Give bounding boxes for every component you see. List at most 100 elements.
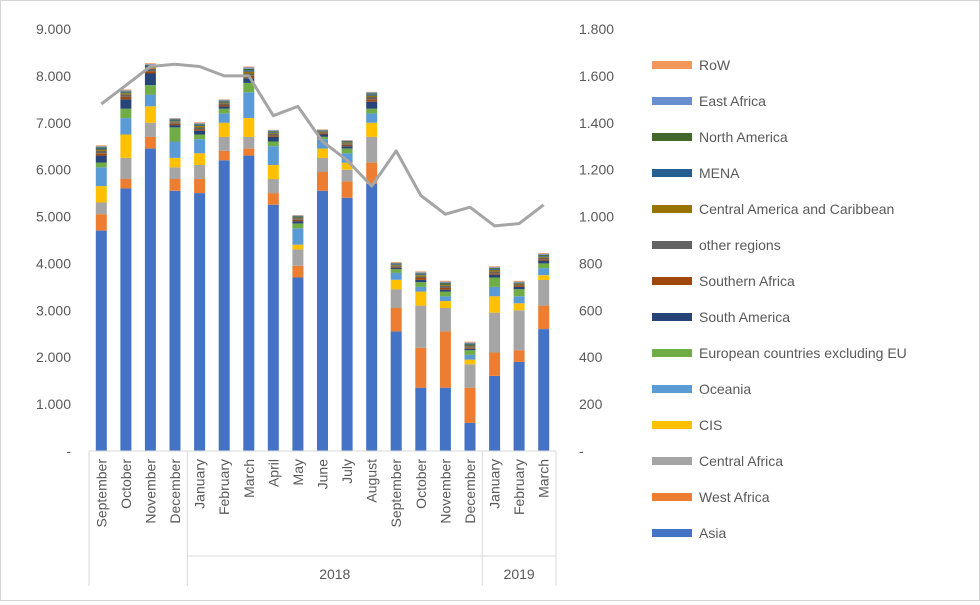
legend-swatch	[652, 277, 692, 285]
bar-segment-central-america-and-caribbean	[169, 121, 181, 123]
x-tick-label: July	[339, 459, 355, 484]
bar-segment-southern-africa	[464, 347, 476, 349]
bar-segment-east-africa	[120, 90, 132, 92]
y-right-tick-label: 1.000	[579, 209, 614, 225]
bar-segment-east-africa	[144, 64, 156, 66]
total-line	[100, 62, 545, 228]
bar-segment-north-america	[415, 273, 427, 275]
bar-segment-row	[538, 253, 550, 254]
bar-segment-oceania	[415, 286, 427, 292]
legend-label: North America	[699, 129, 788, 145]
bar-segment-central-america-and-caribbean	[415, 275, 427, 277]
bar-segment-oceania	[317, 139, 328, 149]
bar-segment-row	[415, 271, 427, 273]
bar-segment-central-america-and-caribbean	[513, 283, 525, 285]
bar-segment-south-america	[169, 125, 181, 128]
bar-segment-north-america	[513, 282, 525, 284]
bar-segment-west-africa	[513, 350, 525, 362]
bar-segment-north-america	[120, 91, 132, 93]
bar-segment-east-africa	[95, 146, 107, 148]
bar-segment-oceania	[120, 118, 132, 135]
bar-segment-cis	[390, 279, 402, 290]
y-left-tick-label: 6.000	[36, 162, 71, 178]
bar-segment-cis	[194, 153, 206, 165]
bar-segment-other-regions	[218, 103, 230, 105]
bar-segment-asia	[120, 188, 132, 451]
bar-segment-east-africa	[341, 140, 353, 142]
bar-segment-european-countries-excluding-eu	[120, 108, 132, 119]
bar-segment-cis	[95, 186, 107, 203]
bar-segment-european-countries-excluding-eu	[366, 108, 378, 114]
bar-segment-south-america	[144, 73, 156, 86]
legend-swatch	[652, 97, 692, 105]
x-tick-label: February	[511, 459, 527, 515]
bar-segment-european-countries-excluding-eu	[489, 277, 501, 287]
bar-segment-row	[513, 280, 525, 282]
bar-segment-asia	[366, 183, 378, 451]
bar-segment-mena	[218, 101, 230, 103]
bar-segment-oceania	[489, 286, 501, 297]
bar-segment-central-america-and-caribbean	[439, 284, 451, 286]
x-tick-label: November	[437, 459, 453, 524]
bar-segment-east-africa	[538, 254, 550, 255]
bar-segment-southern-africa	[169, 123, 181, 126]
x-tick-label: January	[192, 459, 208, 509]
bar-segment-row	[390, 262, 402, 263]
bar-segment-mena	[415, 274, 427, 276]
bar-segment-north-america	[489, 268, 501, 269]
bar-segment-asia	[464, 422, 476, 451]
bar-segment-south-america	[390, 267, 402, 270]
bar-segment-oceania	[194, 139, 206, 154]
legend-label: Central America and Caribbean	[699, 201, 894, 217]
bar-segment-north-america	[317, 130, 328, 131]
bar-segment-east-africa	[169, 118, 181, 120]
bar-segment-asia	[439, 387, 451, 451]
bar-segment-southern-africa	[390, 266, 402, 268]
x-tick-label: October	[413, 459, 429, 509]
bar-segment-row	[169, 118, 181, 119]
bar-segment-south-america	[243, 78, 255, 83]
legend-label: other regions	[699, 237, 781, 253]
bar-segment-asia	[218, 160, 230, 452]
bar-segment-european-countries-excluding-eu	[538, 263, 550, 269]
bar-segment-south-america	[292, 221, 304, 224]
bar-segment-south-america	[120, 99, 132, 109]
legend-label: RoW	[699, 57, 731, 73]
bar-segment-east-africa	[390, 263, 402, 264]
bar-segment-oceania	[439, 296, 451, 301]
bar-segment-other-regions	[415, 276, 427, 278]
bar-segment-central-africa	[390, 289, 402, 308]
bar-segment-cis	[415, 291, 427, 306]
bar-segment-mena	[95, 148, 107, 150]
legend-swatch	[652, 493, 692, 501]
bar-segment-central-africa	[169, 167, 181, 179]
bar-segment-south-america	[366, 101, 378, 109]
bar-segment-central-america-and-caribbean	[95, 149, 107, 151]
bar-segment-southern-africa	[144, 71, 156, 74]
x-tick-label: December	[167, 459, 183, 524]
bar-segment-south-america	[194, 130, 206, 135]
bar-segment-row	[292, 215, 304, 216]
bar-segment-central-america-and-caribbean	[267, 133, 279, 134]
bar-segment-other-regions	[489, 271, 501, 274]
bar-segment-oceania	[538, 268, 550, 276]
bar-segment-west-africa	[415, 347, 427, 388]
bar-segment-oceania	[366, 113, 378, 123]
bar-segment-north-america	[292, 216, 304, 217]
legend-label: Central Africa	[699, 453, 783, 469]
bar-segment-east-africa	[218, 99, 230, 101]
bar-segment-row	[317, 129, 328, 130]
bar-segment-other-regions	[292, 218, 304, 220]
bar-segment-other-regions	[366, 97, 378, 100]
bar-segment-european-countries-excluding-eu	[439, 291, 451, 297]
bar-segment-central-africa	[415, 305, 427, 348]
x-tick-label: August	[364, 459, 380, 503]
legend-label: CIS	[699, 417, 722, 433]
bar-segment-oceania	[464, 354, 476, 360]
bar-segment-cis	[513, 303, 525, 311]
legend-label: European countries excluding EU	[699, 345, 907, 361]
bar-segment-central-america-and-caribbean	[243, 71, 255, 74]
bar-segment-cis	[489, 296, 501, 313]
bar-segment-mena	[169, 120, 181, 122]
bar-segment-west-africa	[243, 148, 255, 156]
